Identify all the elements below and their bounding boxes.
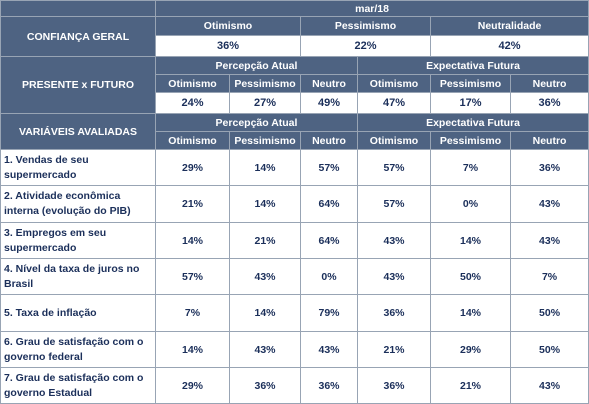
pf-value: 17% — [430, 92, 511, 114]
row-value: 57% — [155, 258, 230, 295]
pf-value: 36% — [509, 92, 589, 114]
row-value: 7% — [509, 258, 589, 295]
confianca-value-neutralidade: 42% — [429, 35, 589, 57]
row-label: 2. Atividade econômica interna (evolução… — [0, 185, 156, 223]
pf-sub-header: Neutro — [509, 74, 589, 93]
row-label: 1. Vendas de seu supermercado — [0, 149, 156, 186]
pf-value: 24% — [155, 92, 230, 114]
row-value: 14% — [430, 294, 511, 332]
row-value: 36% — [357, 294, 431, 332]
row-value: 21% — [357, 331, 431, 368]
pf-group-expectativa: Expectativa Futura — [356, 56, 589, 75]
confianca-value-otimismo: 36% — [155, 35, 301, 57]
row-value: 14% — [155, 222, 230, 259]
var-group-expectativa: Expectativa Futura — [356, 113, 589, 132]
var-sub-header: Pessimismo — [229, 131, 301, 150]
row-value: 50% — [430, 258, 511, 295]
var-sub-header: Otimismo — [357, 131, 431, 150]
var-sub-header: Neutro — [300, 131, 358, 150]
row-value: 7% — [430, 149, 511, 186]
row-value: 43% — [357, 222, 431, 259]
row-value: 21% — [155, 185, 230, 223]
variaveis-label: VARIÁVEIS AVALIADAS — [0, 113, 156, 150]
var-sub-header: Otimismo — [155, 131, 230, 150]
row-value: 43% — [229, 331, 301, 368]
row-value: 14% — [155, 331, 230, 368]
row-value: 14% — [430, 222, 511, 259]
row-value: 14% — [229, 149, 301, 186]
row-value: 36% — [509, 149, 589, 186]
period-header: mar/18 — [154, 0, 589, 17]
row-value: 29% — [155, 367, 230, 404]
row-value: 57% — [357, 149, 431, 186]
row-value: 29% — [430, 331, 511, 368]
row-value: 57% — [357, 185, 431, 223]
table-row: 5. Taxa de inflação 7% 14% 79% 36% 14% 5… — [0, 294, 589, 332]
row-label: 4. Nível da taxa de juros no Brasil — [0, 258, 156, 295]
row-value: 64% — [300, 185, 358, 223]
row-value: 43% — [509, 222, 589, 259]
row-value: 14% — [229, 294, 301, 332]
row-value: 43% — [509, 367, 589, 404]
row-label: 6. Grau de satisfação com o governo fede… — [0, 331, 156, 368]
pf-sub-header: Pessimismo — [229, 74, 301, 93]
pf-value: 49% — [300, 92, 358, 114]
row-value: 64% — [300, 222, 358, 259]
row-value: 0% — [430, 185, 511, 223]
table-row: 6. Grau de satisfação com o governo fede… — [0, 331, 589, 368]
row-value: 21% — [430, 367, 511, 404]
pf-value: 27% — [229, 92, 301, 114]
row-label: 5. Taxa de inflação — [0, 294, 156, 332]
confianca-value-pessimismo: 22% — [300, 35, 431, 57]
row-value: 36% — [229, 367, 301, 404]
row-label: 7. Grau de satisfação com o governo Esta… — [0, 367, 156, 404]
pf-sub-header: Otimismo — [357, 74, 431, 93]
row-value: 79% — [300, 294, 358, 332]
pf-sub-header: Otimismo — [155, 74, 230, 93]
pf-sub-header: Pessimismo — [430, 74, 511, 93]
row-value: 0% — [300, 258, 358, 295]
table-row: 7. Grau de satisfação com o governo Esta… — [0, 367, 589, 404]
table-row: 3. Empregos em seu supermercado 14% 21% … — [0, 222, 589, 259]
row-value: 14% — [229, 185, 301, 223]
row-value: 43% — [300, 331, 358, 368]
presente-futuro-label: PRESENTE x FUTURO — [0, 56, 156, 114]
pf-sub-header: Neutro — [300, 74, 358, 93]
row-value: 43% — [357, 258, 431, 295]
row-value: 7% — [155, 294, 230, 332]
row-value: 50% — [509, 331, 589, 368]
confianca-label: CONFIANÇA GERAL — [0, 16, 156, 57]
row-value: 29% — [155, 149, 230, 186]
row-value: 21% — [229, 222, 301, 259]
table-row: 1. Vendas de seu supermercado 29% 14% 57… — [0, 149, 589, 186]
table-row: 2. Atividade econômica interna (evolução… — [0, 185, 589, 223]
confianca-header-pessimismo: Pessimismo — [300, 16, 431, 36]
blank-corner — [0, 0, 156, 17]
row-value: 43% — [509, 185, 589, 223]
row-value: 36% — [300, 367, 358, 404]
pf-value: 47% — [357, 92, 431, 114]
row-value: 43% — [229, 258, 301, 295]
row-label: 3. Empregos em seu supermercado — [0, 222, 156, 259]
row-value: 50% — [509, 294, 589, 332]
confianca-header-otimismo: Otimismo — [155, 16, 301, 36]
var-group-percepcao: Percepção Atual — [155, 113, 358, 132]
confianca-header-neutralidade: Neutralidade — [429, 16, 589, 36]
pf-group-percepcao: Percepção Atual — [155, 56, 358, 75]
var-sub-header: Neutro — [509, 131, 589, 150]
row-value: 57% — [300, 149, 358, 186]
var-sub-header: Pessimismo — [430, 131, 511, 150]
table-row: 4. Nível da taxa de juros no Brasil 57% … — [0, 258, 589, 295]
row-value: 36% — [357, 367, 431, 404]
